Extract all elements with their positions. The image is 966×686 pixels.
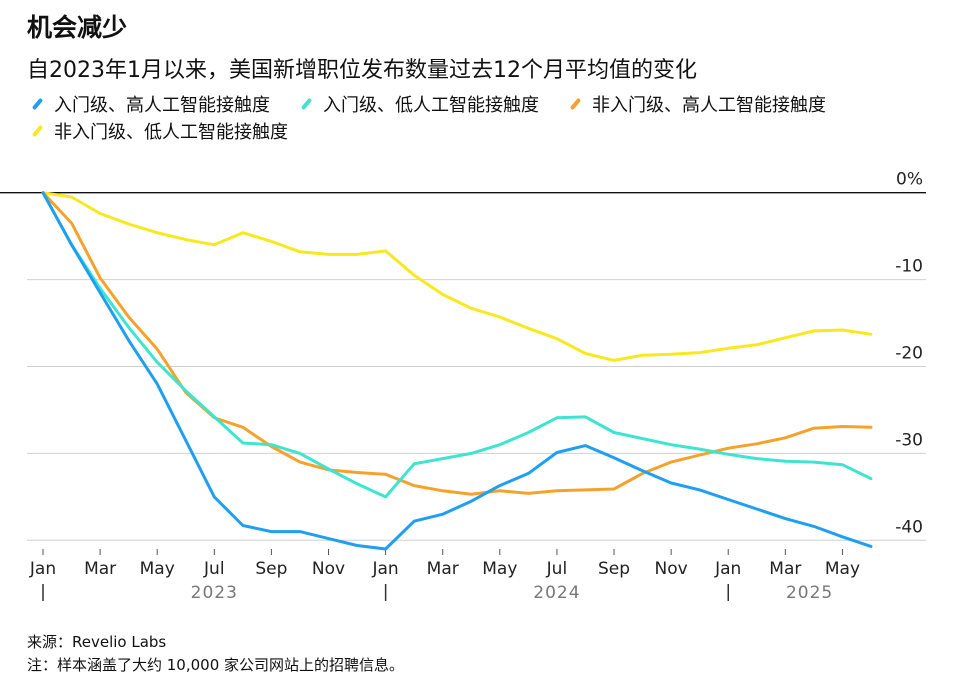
chart-title: 机会减少 — [27, 13, 128, 42]
x-tick-label: Nov — [312, 559, 345, 579]
series-line-4 — [41, 191, 873, 362]
x-tick-label: Nov — [655, 559, 688, 579]
x-tick-label: May — [825, 559, 860, 579]
year-label: 2023 — [191, 583, 238, 603]
x-tick-label: Jan — [372, 559, 399, 579]
y-tick-label: -40 — [895, 517, 923, 537]
legend-label: 非入门级、低人工智能接触度 — [54, 122, 288, 143]
legend-label: 入门级、高人工智能接触度 — [54, 95, 270, 116]
x-tick-label: May — [140, 559, 175, 579]
x-tick-label: Mar — [769, 559, 801, 579]
chart-subtitle: 自2023年1月以来，美国新增职位发布数量过去12个月平均值的变化 — [27, 58, 697, 83]
legend-item-1: 入门级、高人工智能接触度 — [27, 92, 270, 119]
y-tick-label: -20 — [895, 344, 923, 364]
year-label: 2024 — [533, 583, 580, 603]
x-tick-label: Sep — [598, 559, 630, 579]
y-tick-label: -30 — [895, 430, 923, 450]
x-tick-label: Jul — [203, 559, 225, 579]
x-tick-label: Mar — [84, 559, 116, 579]
footnote: 注：样本涵盖了大约 10,000 家公司网站上的招聘信息。 — [27, 656, 405, 674]
source-note: 来源：Revelio Labs — [27, 633, 167, 651]
y-tick-label: -10 — [895, 257, 923, 277]
x-tick-label: Sep — [255, 559, 287, 579]
legend-item-2: 入门级、低人工智能接触度 — [296, 92, 539, 119]
legend: 入门级、高人工智能接触度 入门级、低人工智能接触度 非入门级、高人工智能接触度非入门… — [27, 92, 947, 146]
year-label: 2025 — [786, 583, 833, 603]
legend-label: 非入门级、高人工智能接触度 — [592, 95, 826, 116]
series-line-1 — [41, 191, 873, 551]
x-tick-label: May — [482, 559, 517, 579]
legend-item-3: 非入门级、高人工智能接触度 — [565, 92, 826, 119]
y-tick-label: 0% — [896, 170, 923, 190]
series-line-2 — [41, 191, 873, 499]
series-line-3 — [41, 191, 873, 496]
x-tick-label: Jan — [714, 559, 741, 579]
x-tick-label: Jul — [546, 559, 568, 579]
x-tick-label: Jan — [29, 559, 56, 579]
legend-item-4: 非入门级、低人工智能接触度 — [27, 119, 288, 146]
legend-label: 入门级、低人工智能接触度 — [323, 95, 539, 116]
x-tick-label: Mar — [427, 559, 459, 579]
